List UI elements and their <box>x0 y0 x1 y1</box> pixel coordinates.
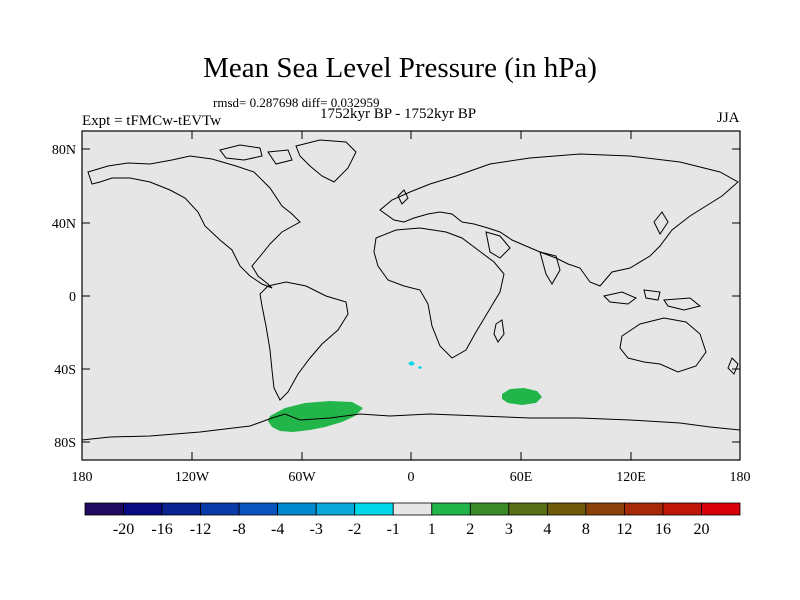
colorbar-label: -20 <box>113 521 134 538</box>
chart-title: Mean Sea Level Pressure (in hPa) <box>203 52 597 84</box>
lat-label-40s: 40S <box>54 363 76 378</box>
colorbar-labels: -20 -16 -12 -8 -4 -3 -2 -1 1 2 3 4 8 12 16 20 <box>113 521 710 538</box>
colorbar-box <box>585 502 625 516</box>
lon-tick-marks <box>81 131 741 460</box>
colorbar-box <box>431 502 471 516</box>
colorbar-box <box>354 502 394 516</box>
season-label: JJA <box>717 110 740 126</box>
lon-label-180w: 180 <box>72 470 93 485</box>
colorbar-box <box>84 502 124 516</box>
colorbar-box <box>200 502 240 516</box>
lon-label-120e: 120E <box>616 470 646 485</box>
colorbar-box <box>701 502 741 516</box>
colorbar-label: -3 <box>310 521 323 538</box>
colorbar-label: 8 <box>582 521 590 538</box>
colorbar-box <box>392 502 433 516</box>
colorbar-box <box>161 502 201 516</box>
colorbar <box>84 502 741 516</box>
lon-label-120w: 120W <box>175 470 210 485</box>
lon-label-60w: 60W <box>288 470 316 485</box>
time-period-label: 1752kyr BP - 1752kyr BP <box>320 106 477 122</box>
colorbar-box <box>508 502 548 516</box>
colorbar-label: -8 <box>232 521 245 538</box>
anomaly-region-south-atlantic-low <box>408 361 422 369</box>
colorbar-label: -2 <box>348 521 361 538</box>
anomaly-region-south-indian-ocean-high <box>502 388 542 405</box>
colorbar-box <box>277 502 317 516</box>
colorbar-box <box>469 502 510 516</box>
colorbar-label: -16 <box>151 521 172 538</box>
colorbar-label: -12 <box>190 521 211 538</box>
colorbar-label: -1 <box>387 521 400 538</box>
colorbar-box <box>546 502 587 516</box>
colorbar-label: 20 <box>693 521 709 538</box>
colorbar-box <box>315 502 356 516</box>
colorbar-box <box>662 502 702 516</box>
lat-tick-marks <box>82 148 740 443</box>
colorbar-label: 3 <box>505 521 513 538</box>
lon-label-0: 0 <box>408 470 415 485</box>
colorbar-label: 2 <box>466 521 474 538</box>
colorbar-box <box>624 502 664 516</box>
map-background <box>82 131 740 460</box>
colorbar-label: -4 <box>271 521 284 538</box>
experiment-label: Expt = tFMCw-tEVTw <box>82 113 222 129</box>
lon-label-180e: 180 <box>730 470 751 485</box>
colorbar-label: 16 <box>655 521 671 538</box>
colorbar-label: 1 <box>428 521 436 538</box>
colorbar-label: 4 <box>543 521 551 538</box>
lat-label-0: 0 <box>69 290 76 305</box>
coastlines <box>81 139 741 441</box>
colorbar-box <box>238 502 279 516</box>
colorbar-label: 12 <box>616 521 632 538</box>
colorbar-box <box>123 502 163 516</box>
lat-label-80s: 80S <box>54 436 76 451</box>
lon-label-60e: 60E <box>510 470 533 485</box>
anomaly-region-weddell-sea-high <box>268 401 363 432</box>
lat-label-80n: 80N <box>52 143 76 158</box>
lat-label-40n: 40N <box>52 217 76 232</box>
rmsd-diff-stats: rmsd= 0.287698 diff= 0.032959 <box>213 95 380 110</box>
